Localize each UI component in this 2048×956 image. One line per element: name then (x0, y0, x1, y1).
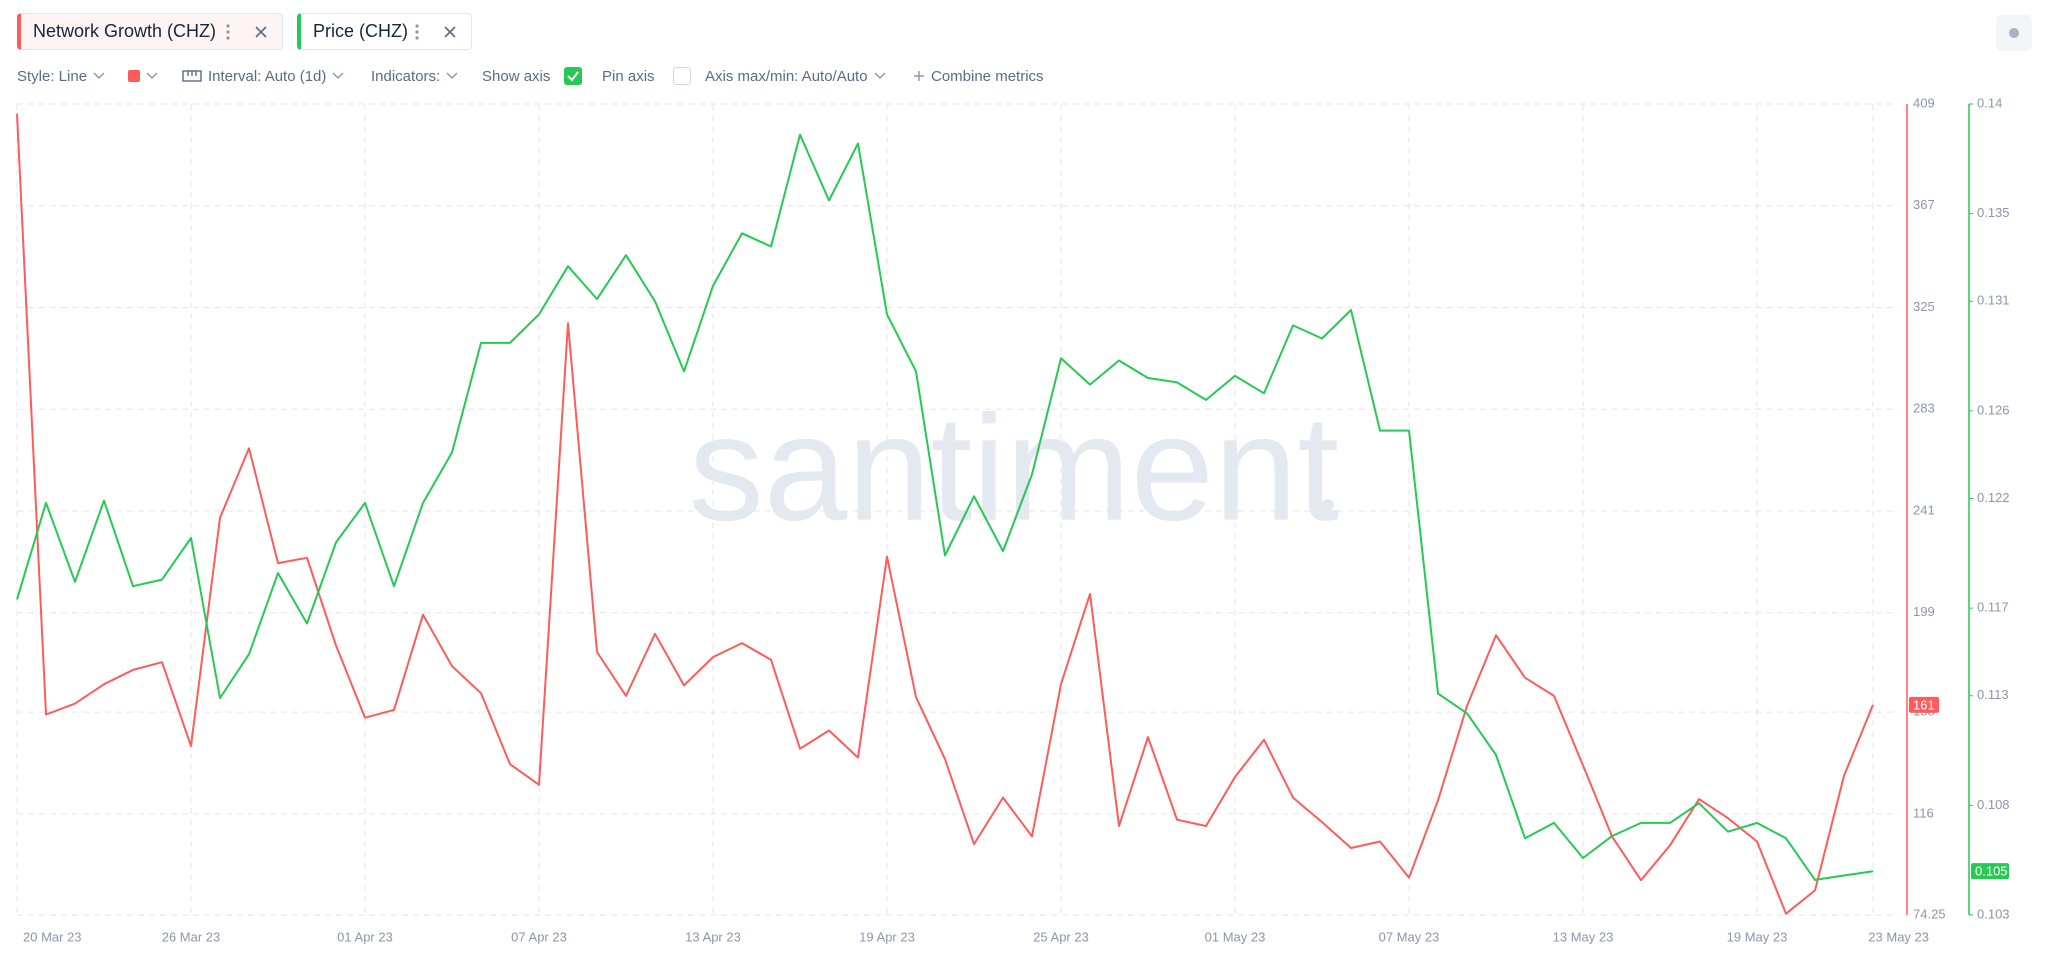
y2-tick-label: 0.122 (1977, 490, 2010, 505)
y-tick-label: 325 (1913, 299, 1935, 314)
checkbox-checked (564, 67, 583, 85)
label: Axis max/min: Auto/Auto (705, 67, 868, 85)
x-tick-label: 23 May 23 (1868, 929, 1929, 944)
y-tick-label: 199 (1913, 604, 1935, 619)
x-tick-label: 07 Apr 23 (511, 929, 567, 944)
last-value-label: 161 (1913, 697, 1935, 712)
y2-tick-label: 0.135 (1977, 205, 2010, 220)
chevron (446, 72, 458, 79)
check (567, 71, 580, 82)
y2-tick-label: 0.117 (1977, 600, 2009, 615)
axis-minmax-select[interactable]: Axis max/min: Auto/Auto (705, 64, 886, 88)
y-tick-label: 74.25 (1913, 906, 1946, 921)
y2-tick-label: 0.108 (1977, 797, 2010, 812)
label: Combine metrics (931, 67, 1044, 85)
last-value-badge (1971, 863, 2009, 880)
label: Interval: Auto (1d) (208, 67, 327, 85)
x-tick-label: 26 Mar 23 (162, 929, 221, 944)
combine-metrics[interactable]: Combine metrics (913, 64, 1044, 88)
plus-icon (914, 71, 924, 81)
y-tick-label: 116 (1913, 805, 1934, 820)
x-tick-label: 19 May 23 (1727, 929, 1788, 944)
y2-tick-label: 0.14 (1977, 95, 2002, 110)
label: Indicators: (371, 67, 441, 85)
series-line (16, 113, 1874, 915)
x-tick-label: 19 Apr 23 (859, 929, 915, 944)
x-tick-label: 01 Apr 23 (337, 929, 393, 944)
y-tick-label: 409 (1913, 95, 1935, 110)
chevron (332, 72, 344, 79)
color-select[interactable] (128, 64, 158, 88)
pin-axis-toggle[interactable]: Pin axis (602, 64, 691, 88)
label: Pin axis (602, 67, 655, 85)
y2-tick-label: 0.126 (1977, 402, 2010, 417)
y2-tick-label: 0.103 (1977, 906, 2010, 921)
x-tick-label: 07 May 23 (1379, 929, 1440, 944)
metric-tab[interactable]: Network Growth (CHZ) (17, 13, 283, 50)
chevron (874, 72, 886, 79)
series-line (16, 133, 1874, 881)
tab-icons (226, 24, 267, 40)
tab-icons (415, 24, 456, 40)
settings-button[interactable] (1996, 15, 2032, 51)
watermark: santiment (689, 384, 1339, 552)
tab-label: Network Growth (CHZ) (33, 21, 217, 41)
metric-tab[interactable]: Price (CHZ) (297, 13, 472, 50)
x-tick-label: 13 May 23 (1553, 929, 1614, 944)
dot (2009, 28, 2019, 38)
x-tick-label: 20 Mar 23 (23, 929, 82, 944)
y-tick-label: 283 (1913, 401, 1935, 416)
y-tick-label: 241 (1913, 502, 1935, 517)
chevron (146, 72, 158, 79)
x-tick-label: 01 May 23 (1205, 929, 1266, 944)
x-tick-label: 13 Apr 23 (685, 929, 741, 944)
x-tick-label: 25 Apr 23 (1033, 929, 1089, 944)
grid (16, 103, 1899, 916)
swatch (128, 70, 140, 82)
tab-label: Price (CHZ) (313, 21, 408, 41)
y-tick-label: 367 (1913, 197, 1935, 212)
show-axis-toggle[interactable]: Show axis (482, 64, 583, 88)
y2-tick-label: 0.113 (1977, 687, 2009, 702)
chevron (93, 72, 105, 79)
ruler-icon (182, 70, 202, 82)
last-value-badge (1909, 696, 1939, 713)
interval-select[interactable]: Interval: Auto (1d) (182, 64, 344, 88)
indicators-select[interactable]: Indicators: (371, 64, 458, 88)
checkbox (672, 67, 691, 85)
style-select[interactable]: Style: Line (17, 64, 105, 88)
last-value-label: 0.105 (1975, 864, 2008, 879)
label: Style: Line (17, 67, 88, 85)
watermark-text: santiment (689, 384, 1339, 552)
y2-tick-label: 0.131 (1977, 293, 2010, 308)
label: Show axis (482, 67, 551, 85)
